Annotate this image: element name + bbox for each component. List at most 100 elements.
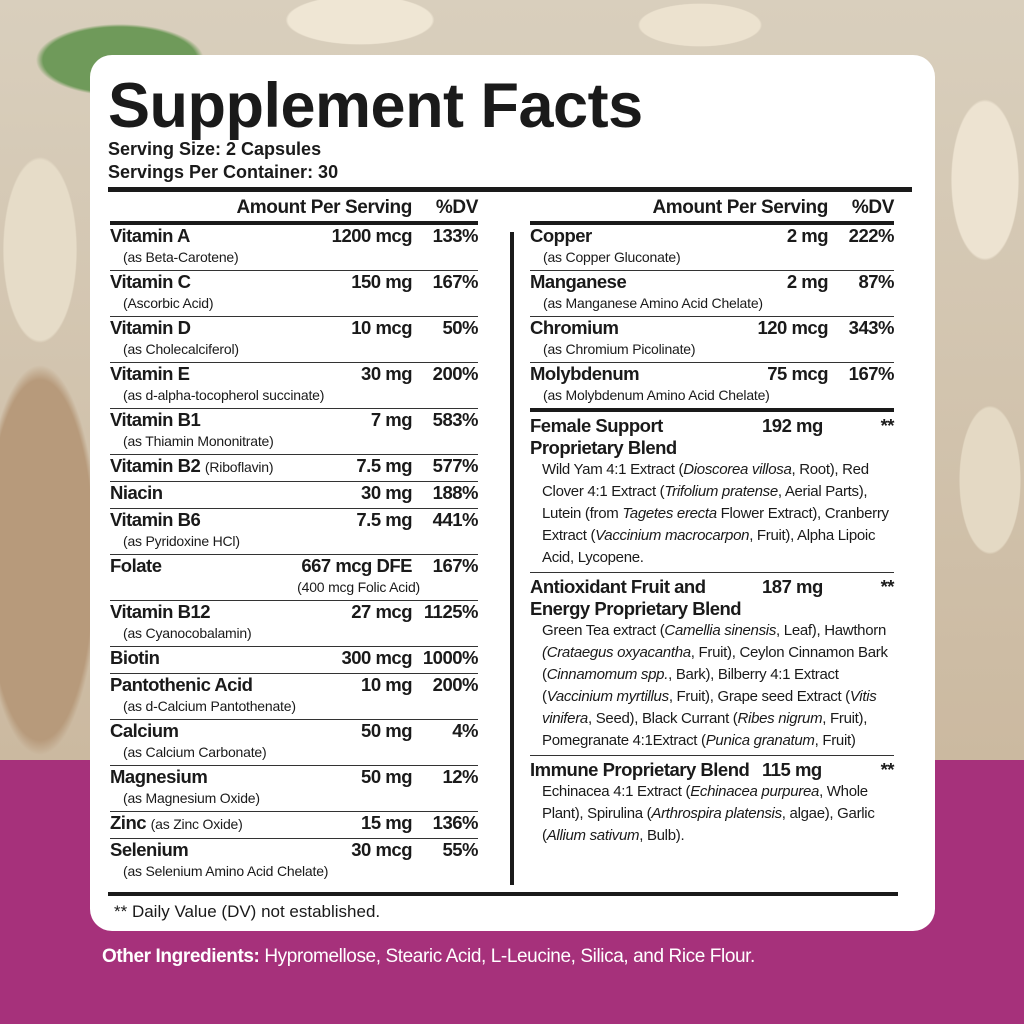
- nutrient-line: Chromium 120 mcg 343%: [530, 317, 895, 341]
- nutrient-row: Chromium 120 mcg 343% (as Chromium Picolina…: [530, 317, 895, 363]
- nutrient-amount: 75 mcg: [767, 363, 828, 384]
- nutrient-name: Vitamin E: [110, 363, 361, 385]
- nutrient-name: Vitamin C: [110, 271, 351, 293]
- ingredient-text: , Leaf), Hawthorn: [776, 622, 887, 639]
- nutrient-line: Vitamin E 30 mg 200%: [110, 363, 479, 387]
- nutrient-source: (as Selenium Amino Acid Chelate): [123, 863, 329, 879]
- nutrient-row: Vitamin B12 27 mcg 1125% (as Cyanocobalamin…: [110, 601, 479, 647]
- nutrient-amount: 30 mg: [361, 482, 412, 503]
- nutrient-dv: 188%: [432, 482, 479, 503]
- nutrient-source: (as Copper Gluconate): [543, 249, 681, 265]
- blend-name: Immune Proprietary Blend: [530, 759, 750, 780]
- ingredient-text: , Fruit): [814, 732, 856, 749]
- divider: [108, 187, 912, 192]
- proprietary-blend: Antioxidant Fruit and Energy Proprietary…: [530, 576, 895, 756]
- botanical-name: (Crataegus oxyacantha: [542, 644, 691, 661]
- nutrient-dv: 136%: [432, 812, 479, 833]
- nutrient-line: Pantothenic Acid 10 mg 200%: [110, 674, 479, 698]
- nutrient-line: Zinc (as Zinc Oxide) 15 mg 136%: [110, 812, 479, 836]
- nutrient-amount: 120 mcg: [757, 317, 828, 338]
- other-ingredients-label: Other Ingredients:: [102, 946, 260, 967]
- nutrient-name-text: Vitamin B1: [110, 409, 201, 430]
- blend-name: Female Support Proprietary Blend: [530, 415, 677, 458]
- nutrient-dv: 55%: [442, 839, 478, 860]
- nutrient-row: Biotin 300 mcg 1000%: [110, 647, 479, 674]
- botanical-name: Vitis vinifera: [542, 688, 877, 727]
- nutrient-row: Vitamin A 1200 mcg 133% (as Beta-Carotene): [110, 225, 479, 271]
- nutrient-name: Zinc (as Zinc Oxide): [110, 812, 361, 834]
- nutrient-column-right: Amount Per Serving %DV Copper 2 mg 222% (as…: [530, 194, 895, 850]
- blend-amount: 187 mg: [762, 576, 823, 597]
- nutrient-row: Niacin 30 mg 188%: [110, 482, 479, 509]
- ingredient-text: , Seed), Black Currant (: [587, 710, 738, 727]
- proprietary-blend: Female Support Proprietary Blend 192 mg **…: [530, 415, 895, 573]
- nutrient-dv: 167%: [432, 271, 479, 292]
- nutrient-source: (Ascorbic Acid): [123, 295, 214, 311]
- blend-ingredients: Echinacea 4:1 Extract (Echinacea purpure…: [530, 781, 894, 847]
- nutrient-line: Molybdenum 75 mcg 167%: [530, 363, 895, 387]
- nutrient-dv: 343%: [848, 317, 895, 338]
- ingredient-text: , Fruit), Ceylon Cinnamon Bark (: [542, 644, 888, 683]
- nutrient-amount: 7.5 mg: [356, 455, 412, 476]
- nutrient-amount: 2 mg: [786, 225, 829, 246]
- botanical-name: Tagetes erecta: [622, 505, 717, 522]
- botanical-name: Vaccinium macrocarpon: [595, 527, 750, 544]
- botanical-name: Arthrospira platensis: [651, 805, 782, 822]
- nutrient-dv: 50%: [442, 317, 478, 338]
- blend-header: Female Support Proprietary Blend 192 mg **: [530, 415, 895, 459]
- nutrient-amount: 30 mcg: [351, 839, 412, 860]
- nutrient-row: Copper 2 mg 222% (as Copper Gluconate): [530, 225, 895, 271]
- nutrient-source: (as Pyridoxine HCl): [123, 533, 240, 549]
- nutrient-source: (as Magnesium Oxide): [123, 790, 260, 806]
- ingredient-text: , Bark), Bilberry 4:1 Extract (: [542, 666, 839, 705]
- nutrient-name: Vitamin B12: [110, 601, 351, 623]
- nutrient-source: (as Chromium Picolinate): [543, 341, 696, 357]
- nutrient-source: (as Beta-Carotene): [123, 249, 239, 265]
- blend-dv: **: [880, 415, 895, 436]
- nutrient-row: Vitamin D 10 mcg 50% (as Cholecalciferol): [110, 317, 479, 363]
- nutrient-name: Calcium: [110, 720, 361, 742]
- nutrient-amount: 30 mg: [361, 363, 412, 384]
- ingredient-text: , algae), Garlic (: [542, 805, 875, 844]
- nutrient-dv: 1125%: [423, 601, 479, 622]
- nutrient-name: Vitamin A: [110, 225, 332, 247]
- nutrient-dv: 441%: [432, 509, 479, 530]
- nutrient-name-text: Selenium: [110, 839, 189, 860]
- nutrient-name: Copper: [530, 225, 787, 247]
- nutrient-amount: 50 mg: [361, 766, 412, 787]
- nutrient-amount: 15 mg: [361, 812, 412, 833]
- ingredient-text: , Root), Red Clover 4:1 Extract (: [542, 461, 869, 500]
- nutrient-dv: 167%: [848, 363, 895, 384]
- nutrient-name: Vitamin B2 (Riboflavin): [110, 455, 356, 477]
- amount-header: Amount Per Serving: [652, 196, 828, 218]
- nutrient-dv: 200%: [432, 363, 479, 384]
- dv-header: %DV: [851, 196, 894, 218]
- nutrient-dv: 577%: [432, 455, 479, 476]
- nutrient-source: (as d-alpha-tocopherol succinate): [123, 387, 325, 403]
- ingredient-text: Echinacea 4:1 Extract (: [542, 783, 691, 800]
- botanical-name: Trifolium pratense: [664, 483, 778, 500]
- nutrient-name-text: Chromium: [530, 317, 619, 338]
- botanical-name: Ribes nigrum: [737, 710, 823, 727]
- nutrient-amount: 10 mcg: [351, 317, 412, 338]
- nutrient-source: (as Manganese Amino Acid Chelate): [543, 295, 763, 311]
- ingredient-text: Flower Extract), Cranberry Extract (: [542, 505, 889, 544]
- nutrient-line: Biotin 300 mcg 1000%: [110, 647, 479, 671]
- nutrient-line: Manganese 2 mg 87%: [530, 271, 895, 295]
- serving-info: Serving Size: 2 Capsules Servings Per Co…: [108, 138, 338, 184]
- ingredient-text: , Fruit), Pomegranate 4:1Extract (: [542, 710, 868, 749]
- botanical-name: Vaccinium myrtillus: [546, 688, 669, 705]
- nutrient-line: Vitamin C 150 mg 167%: [110, 271, 479, 295]
- nutrient-name-text: Pantothenic Acid: [110, 674, 253, 695]
- nutrient-line: Vitamin B6 7.5 mg 441%: [110, 509, 479, 533]
- nutrient-name-text: Vitamin A: [110, 225, 190, 246]
- nutrient-name-text: Copper: [530, 225, 592, 246]
- botanical-name: Cinnamomum spp.: [546, 666, 669, 683]
- nutrient-column-left: Amount Per Serving %DV Vitamin A 1200 mcg…: [110, 194, 479, 884]
- nutrient-line: Vitamin B12 27 mcg 1125%: [110, 601, 479, 625]
- nutrient-dv: 1000%: [422, 647, 479, 668]
- nutrient-dv: 4%: [452, 720, 478, 741]
- nutrient-name: Molybdenum: [530, 363, 767, 385]
- nutrient-row: Vitamin B2 (Riboflavin) 7.5 mg 577%: [110, 455, 479, 482]
- nutrient-name-text: Biotin: [110, 647, 160, 668]
